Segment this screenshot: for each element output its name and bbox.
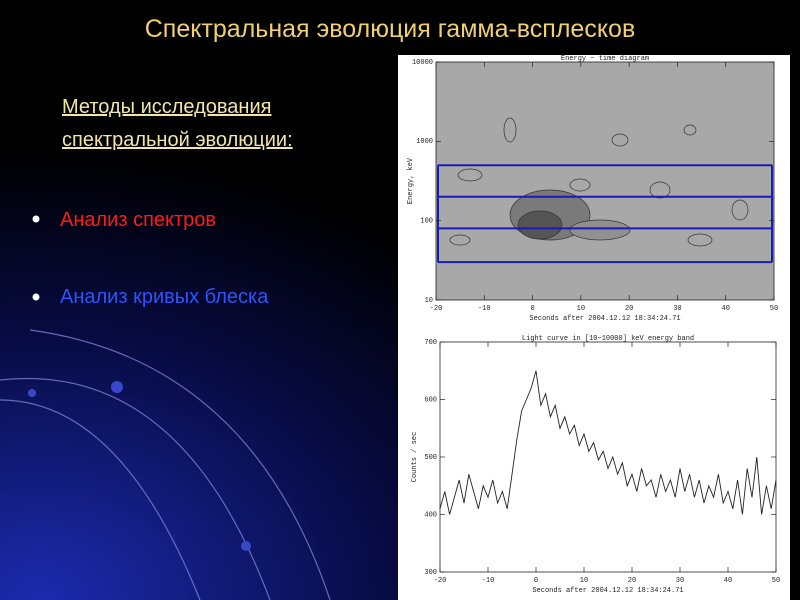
x-tick-label: -20 (434, 577, 447, 585)
x-tick-label: -10 (478, 305, 491, 313)
y-tick-label: 1000 (416, 138, 433, 146)
y-tick-label: 300 (424, 569, 437, 577)
dot (111, 381, 123, 393)
arcs (0, 329, 331, 600)
x-tick-label: 40 (722, 305, 730, 313)
y-axis-label: Energy, keV (407, 157, 415, 204)
x-axis-label: Seconds after 2004.12.12 18:34:24.71 (529, 315, 680, 323)
x-tick-label: 30 (673, 305, 681, 313)
x-tick-label: 10 (580, 577, 588, 585)
dot (28, 389, 36, 397)
x-tick-label: -20 (430, 305, 443, 313)
slide-title: Спектральная эволюция гамма-всплесков (145, 15, 636, 43)
chart-title: Light curve in [10−10000] keV energy ban… (522, 335, 694, 343)
bullet: Анализ спектров (60, 209, 216, 231)
x-tick-label: 50 (772, 577, 780, 585)
dot (241, 541, 251, 551)
x-tick-label: 0 (534, 577, 538, 585)
x-tick-label: 0 (530, 305, 534, 313)
x-tick-label: 20 (628, 577, 636, 585)
x-tick-label: -10 (482, 577, 495, 585)
x-tick-label: 50 (770, 305, 778, 313)
light-curve (439, 370, 777, 515)
bullet: Анализ кривых блеска (60, 286, 269, 308)
y-tick-label: 100 (420, 218, 433, 226)
y-tick-label: 700 (424, 339, 437, 347)
plot-frame (435, 61, 775, 301)
chart-title: Energy − time diagram (561, 55, 649, 63)
x-tick-label: 40 (724, 577, 732, 585)
subtitle: спектральной эволюции: (62, 129, 293, 151)
y-tick-label: 400 (424, 511, 437, 519)
y-tick-label: 10000 (412, 59, 433, 67)
x-tick-label: 30 (676, 577, 684, 585)
y-tick-label: 600 (424, 396, 437, 404)
contour-pattern (436, 62, 774, 300)
y-axis-label: Counts / sec (411, 432, 419, 482)
x-tick-label: 10 (577, 305, 585, 313)
y-tick-label: 10 (425, 297, 433, 305)
bullet-dot (32, 293, 40, 301)
x-axis-label: Seconds after 2004.12.12 18:34:24.71 (532, 587, 683, 595)
x-tick-label: 20 (625, 305, 633, 313)
subtitle: Методы исследования (62, 96, 271, 118)
bullet-dot (32, 215, 40, 223)
y-tick-label: 500 (424, 454, 437, 462)
